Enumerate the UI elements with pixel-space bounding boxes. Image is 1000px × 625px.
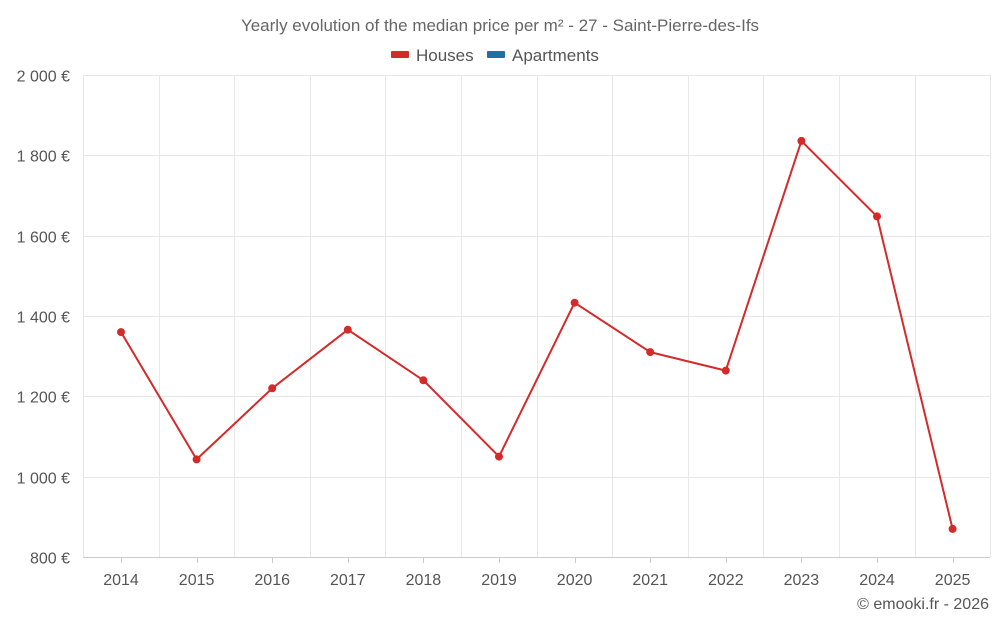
data-point-2018[interactable] [419,376,428,385]
x-tick-label: 2016 [254,572,290,589]
series-line [120,139,954,530]
y-tick-label: 1 800 € [17,149,70,166]
y-tick-label: 2 000 € [17,69,70,86]
y-tick-label: 1 400 € [17,310,70,327]
y-axis: 800 € 1 000 € 1 200 € 1 400 € 1 600 € 1 800 €… [17,69,70,568]
legend: Houses Apartments [391,46,599,65]
x-axis: 2014 2015 2016 2017 2018 2019 2020 2021 2022 2023… [83,557,990,589]
data-point-2023[interactable] [797,136,806,145]
legend-swatch-apartments [487,51,505,58]
legend-label-houses: Houses [416,46,474,65]
data-point-2020[interactable] [570,298,579,307]
data-point-2021[interactable] [646,348,655,357]
y-tick-label: 1 000 € [17,471,70,488]
legend-item-houses[interactable]: Houses [391,46,474,65]
data-point-2015[interactable] [192,455,201,464]
credit-text: © emooki.fr - 2026 [857,596,989,613]
data-point-2024[interactable] [873,212,881,221]
legend-label-apartments: Apartments [512,46,599,65]
x-tick-label: 2023 [784,572,820,589]
x-tick-label: 2019 [481,572,517,589]
y-tick-label: 1 200 € [17,390,70,407]
data-point-2019[interactable] [495,452,503,461]
x-tick-label: 2022 [708,572,744,589]
x-tick-label: 2020 [557,572,593,589]
data-point-2022[interactable] [721,366,730,375]
legend-swatch-houses [391,51,409,58]
x-tick-label: 2024 [859,572,895,589]
data-point-2014[interactable] [117,328,125,337]
legend-item-apartments[interactable]: Apartments [487,46,599,65]
grid [83,75,991,557]
x-tick-label: 2017 [330,572,366,589]
y-tick-label: 800 € [30,551,70,568]
data-point-2017[interactable] [343,325,352,334]
x-tick-label: 2015 [179,572,215,589]
x-tick-label: 2021 [632,572,668,589]
series-houses [117,136,957,533]
y-tick-label: 1 600 € [17,230,70,247]
data-point-2016[interactable] [268,384,277,393]
chart-title: Yearly evolution of the median price per… [241,16,759,35]
x-tick-label: 2014 [103,572,139,589]
x-tick-label: 2025 [935,572,971,589]
x-tick-label: 2018 [406,572,442,589]
data-point-2025[interactable] [948,524,957,533]
